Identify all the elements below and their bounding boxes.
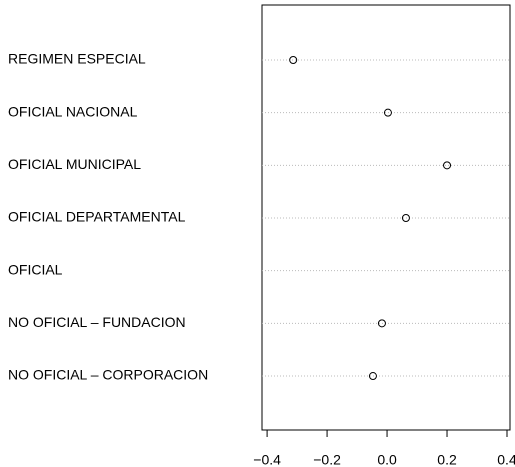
plot-frame <box>261 4 511 431</box>
x-tick-label: 0.4 <box>497 452 515 467</box>
y-category-label: OFICIAL NACIONAL <box>8 103 138 119</box>
x-tick-label: 0.0 <box>377 452 397 467</box>
y-category-label: REGIMEN ESPECIAL <box>8 51 146 67</box>
x-tick-label: 0.2 <box>437 452 457 467</box>
y-category-label: NO OFICIAL – FUNDACION <box>8 314 186 330</box>
y-category-label: NO OFICIAL – CORPORACION <box>8 367 208 383</box>
y-category-label: OFICIAL DEPARTAMENTAL <box>8 209 186 225</box>
dot <box>377 319 386 328</box>
x-tick-label: −0.4 <box>253 452 281 467</box>
dot <box>289 56 298 64</box>
dot <box>368 372 377 381</box>
dot <box>383 108 392 117</box>
x-tick-label: −0.2 <box>313 452 341 467</box>
y-category-label: OFICIAL MUNICIPAL <box>8 156 141 172</box>
dot <box>401 214 410 223</box>
y-category-label: OFICIAL <box>8 261 63 277</box>
dot <box>443 161 452 170</box>
